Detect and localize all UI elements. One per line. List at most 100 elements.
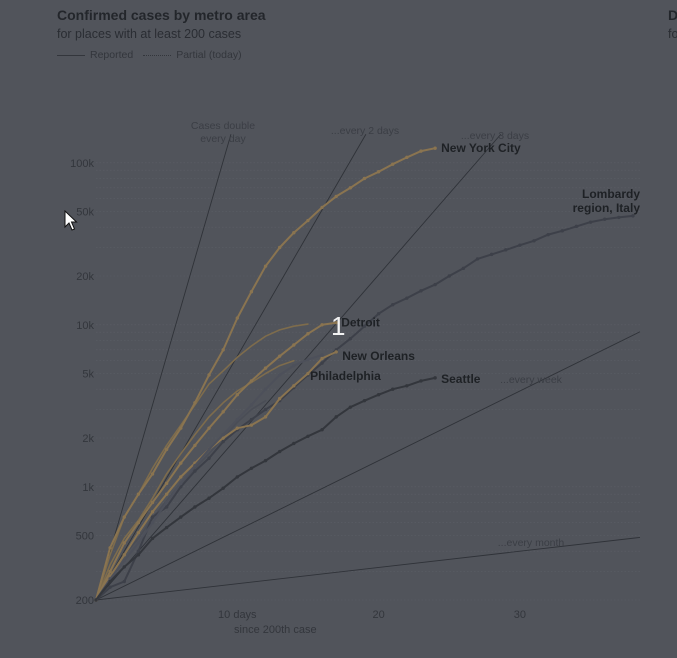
data-point (306, 434, 310, 438)
data-point (136, 553, 141, 557)
data-point (164, 525, 169, 530)
data-point (489, 252, 494, 257)
data-point (574, 224, 579, 229)
reference-line (95, 133, 502, 601)
data-point (263, 458, 268, 463)
legend-dotted-swatch (143, 54, 172, 56)
data-point (221, 436, 225, 440)
data-point (122, 558, 126, 563)
data-point (461, 266, 466, 271)
data-point (292, 384, 296, 388)
data-point (122, 565, 126, 569)
data-point (277, 449, 282, 454)
data-point (108, 569, 112, 574)
data-point (334, 320, 338, 325)
data-point (179, 481, 183, 486)
data-point (334, 194, 338, 199)
data-point (376, 312, 381, 316)
data-point (94, 598, 98, 602)
data-point (475, 257, 480, 261)
data-point (405, 155, 409, 160)
reference-line-label: Cases double (191, 120, 255, 132)
next-panel-title: D (668, 7, 677, 23)
y-tick-label: 100k (70, 158, 94, 170)
data-point (150, 521, 155, 525)
data-point (376, 393, 381, 397)
data-point (207, 447, 211, 452)
series-line (95, 350, 338, 601)
series-label: region, Italy (573, 201, 641, 215)
data-point (405, 384, 409, 388)
legend-partial-label: Partial (today) (176, 49, 242, 61)
data-point (193, 463, 197, 468)
data-point (306, 332, 310, 336)
data-point (150, 515, 155, 519)
legend-reported-label: Reported (90, 49, 134, 61)
reference-line-label: ...every month (498, 537, 565, 549)
data-point (179, 426, 183, 430)
data-point (249, 379, 254, 383)
series-lines (94, 146, 635, 602)
data-point (263, 366, 268, 370)
data-point (391, 387, 395, 391)
y-tick-label: 5k (82, 369, 94, 381)
data-point (306, 218, 310, 223)
series-line (95, 359, 295, 601)
arrow-cursor-icon (64, 210, 78, 231)
data-point (221, 348, 225, 352)
data-point (376, 170, 381, 174)
data-point (362, 176, 367, 181)
series-label: Philadelphia (310, 369, 381, 383)
chart-title: Confirmed cases by metro area (57, 7, 266, 23)
data-point (419, 379, 423, 383)
data-point (631, 214, 635, 218)
data-point (193, 401, 197, 405)
data-point (348, 337, 353, 341)
data-point (504, 248, 508, 252)
data-point (306, 357, 310, 362)
data-point (277, 373, 282, 377)
data-point (193, 443, 197, 448)
data-point (207, 456, 211, 460)
y-tick-label: 10k (76, 320, 94, 332)
reference-line-label: ...every 3 days (461, 130, 529, 142)
data-point (235, 417, 239, 422)
data-point (221, 432, 225, 437)
data-point (108, 546, 112, 550)
reference-line (95, 331, 641, 601)
data-point (221, 410, 225, 414)
data-point (235, 475, 239, 479)
data-point (164, 505, 169, 509)
x-tick-label: 30 (514, 609, 526, 621)
data-point (391, 303, 395, 307)
reference-line (95, 134, 232, 601)
data-point (122, 541, 126, 545)
data-point (391, 162, 395, 166)
data-point (108, 579, 112, 584)
reference-line (95, 536, 641, 601)
data-point (405, 296, 409, 300)
data-point (150, 536, 155, 541)
y-tick-label: 1k (82, 482, 94, 494)
x-tick-label: 10 days (218, 609, 257, 621)
data-point (292, 343, 296, 347)
data-point (617, 215, 621, 220)
data-point (348, 405, 353, 409)
data-point (164, 447, 169, 452)
overlay-number: 1 (331, 311, 346, 341)
data-point (150, 500, 155, 505)
data-point (150, 472, 155, 476)
data-point (362, 398, 367, 403)
data-point (235, 393, 239, 397)
data-point (419, 289, 423, 293)
x-axis-label: since 200th case (234, 624, 317, 636)
data-point (136, 549, 141, 553)
data-point (263, 387, 268, 391)
data-point (263, 415, 268, 419)
data-point (164, 500, 169, 505)
data-point (292, 363, 296, 368)
series-label: New Orleans (342, 349, 415, 363)
data-point (292, 441, 296, 446)
